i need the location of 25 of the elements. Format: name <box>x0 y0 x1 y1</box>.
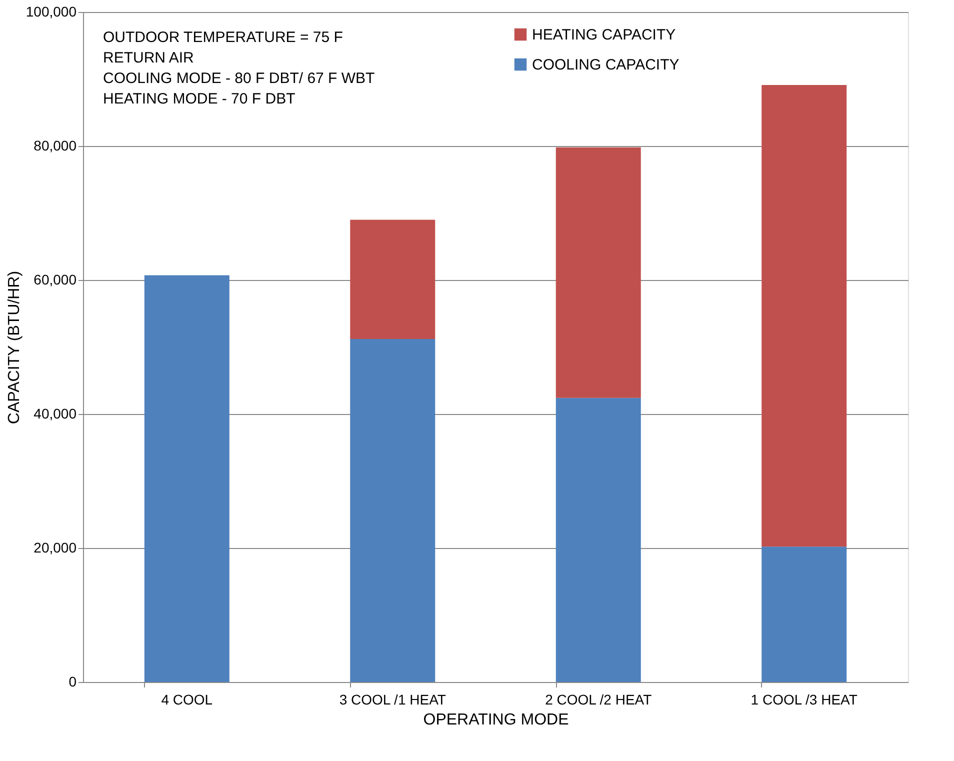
bar <box>762 85 847 547</box>
y-tick-label: 60,000 <box>34 272 77 288</box>
annotation: RETURN AIR <box>103 50 194 66</box>
y-tick-label: 80,000 <box>34 138 77 154</box>
y-tick-label: 20,000 <box>34 540 77 556</box>
x-axis-title: OPERATING MODE <box>423 712 569 728</box>
annotation: HEATING MODE - 70 F DBT <box>103 90 296 108</box>
x-tick-label: 2 COOL /2 HEAT <box>545 692 652 708</box>
bar <box>762 546 847 682</box>
x-tick-label: 3 COOL /1 HEAT <box>339 692 446 708</box>
bar <box>350 220 436 339</box>
y-tick-label: 40,000 <box>34 406 77 422</box>
bar <box>144 275 230 682</box>
annotation: OUTDOOR TEMPERATURE = 75 F <box>103 29 343 46</box>
x-tick-label: 4 COOL <box>161 692 213 708</box>
x-tick-label: 1 COOL /3 HEAT <box>750 692 858 708</box>
bar <box>556 398 641 682</box>
y-tick-label: 0 <box>68 674 77 690</box>
legend-label: HEATING CAPACITY <box>532 26 676 44</box>
bar <box>350 338 436 682</box>
y-tick-label: 100,000 <box>26 4 77 20</box>
legend-label: COOLING CAPACITY <box>532 56 680 74</box>
annotation: COOLING MODE - 80 F DBT/ 67 F WBT <box>103 70 375 87</box>
y-axis-title: CAPACITY (BTU/HR) <box>6 270 23 424</box>
bar <box>556 147 641 398</box>
